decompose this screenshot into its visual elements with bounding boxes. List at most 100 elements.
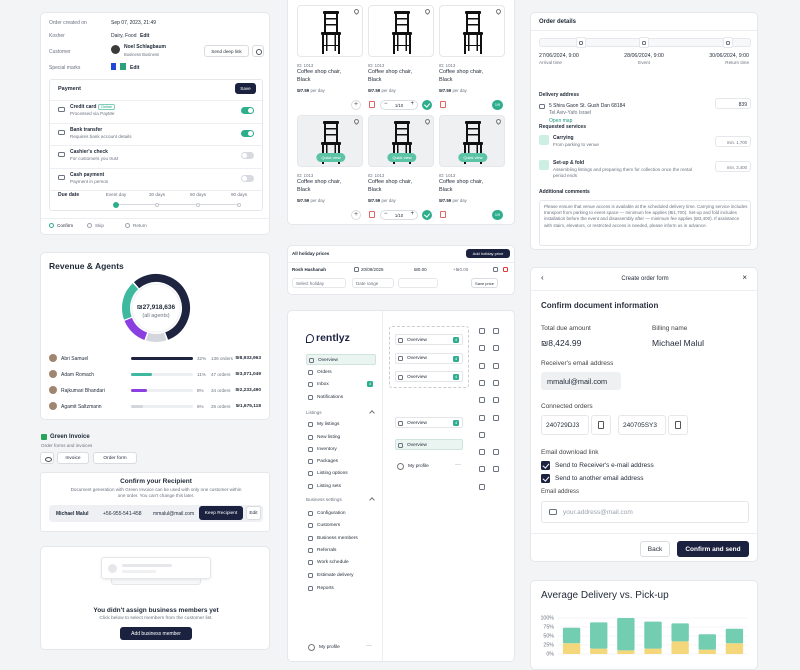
checkbox[interactable] — [541, 461, 550, 470]
dark[interactable]: Add holiday price — [466, 249, 510, 258]
a[interactable]: Quick view — [316, 153, 346, 162]
knob — [248, 108, 253, 113]
nav-item[interactable]: Overview 4 — [395, 371, 463, 382]
chevron[interactable] — [369, 497, 375, 503]
toggle[interactable] — [241, 107, 254, 114]
nav-item[interactable]: Inbox 4 — [306, 379, 376, 390]
box[interactable]: Select holiday — [292, 278, 346, 288]
nav-item[interactable]: Overview 4 — [395, 334, 463, 345]
nav-item[interactable]: Referrals — [306, 545, 376, 556]
product-image: Quick view — [368, 115, 434, 167]
check — [423, 101, 431, 108]
ic — [479, 345, 485, 352]
nav-item[interactable]: Overview 4 — [395, 417, 463, 428]
ic[interactable] — [493, 267, 498, 272]
remove-button[interactable] — [440, 101, 446, 108]
toggle[interactable] — [241, 129, 254, 137]
nav-item[interactable]: Listing sets — [306, 481, 376, 492]
nav-item[interactable]: Business members — [306, 533, 376, 544]
a[interactable]: My profile — [319, 645, 340, 650]
nav-item[interactable]: New listing — [306, 432, 376, 443]
nav-item[interactable]: Overview — [306, 354, 376, 365]
a[interactable]: ‹ — [541, 273, 544, 282]
slider-dot[interactable] — [196, 202, 200, 207]
add-button[interactable]: + — [351, 210, 361, 220]
a: Abri Samuel — [61, 355, 89, 362]
remove-button[interactable] — [369, 101, 375, 108]
a[interactable]: Quick view — [387, 153, 417, 162]
a: (all agents) — [142, 313, 170, 319]
a[interactable]: Skip — [95, 223, 104, 228]
a: 90 days — [230, 192, 248, 197]
nav-item[interactable]: Orders — [306, 367, 376, 378]
nav-item[interactable]: Overview — [395, 439, 463, 450]
box[interactable] — [398, 278, 438, 288]
remove-button[interactable] — [369, 211, 375, 218]
nav-item[interactable]: Overview 4 — [395, 352, 463, 364]
a: Customer — [49, 49, 71, 55]
a[interactable]: Edit — [130, 65, 140, 71]
btnb[interactable]: Back — [640, 541, 670, 557]
a: Adam Romach — [61, 371, 95, 378]
a[interactable]: − — [384, 101, 388, 107]
dark[interactable]: Add business member — [120, 627, 192, 640]
ic — [308, 572, 313, 578]
a[interactable]: Quick view — [458, 153, 488, 162]
toggle[interactable] — [241, 174, 254, 182]
ic[interactable] — [503, 267, 508, 272]
a[interactable]: + — [410, 101, 414, 107]
btnb[interactable] — [40, 452, 54, 464]
a[interactable]: × — [742, 273, 747, 282]
a: 240705SY3 — [623, 422, 657, 429]
btnb[interactable]: Order form — [93, 452, 137, 464]
nav-item[interactable]: Packages — [306, 456, 376, 467]
nav-item[interactable]: Listing options — [306, 468, 376, 479]
nav-item[interactable]: Estimate delivery — [306, 570, 376, 581]
nav-item[interactable]: Reports — [306, 583, 376, 594]
a[interactable]: + — [410, 211, 414, 217]
btnb[interactable]: Edit — [246, 506, 261, 520]
slider-dot[interactable] — [155, 202, 159, 207]
btnb[interactable] — [252, 45, 264, 57]
a[interactable]: Open map — [549, 118, 573, 124]
add-button[interactable]: + — [351, 100, 361, 110]
dark[interactable]: Keep Recipient — [199, 506, 243, 520]
slider-dot[interactable] — [113, 201, 119, 208]
dark[interactable]: Save — [235, 83, 256, 94]
box[interactable] — [591, 415, 611, 435]
a[interactable]: Confirm — [57, 223, 74, 228]
box[interactable] — [668, 415, 688, 435]
ic — [398, 442, 403, 448]
rect — [392, 32, 412, 35]
nav-item[interactable]: Notifications — [306, 392, 376, 403]
nav-item[interactable]: Configuration — [306, 508, 376, 519]
chevron[interactable] — [369, 410, 375, 416]
a[interactable]: My profile — [408, 464, 429, 469]
checkbox[interactable] — [541, 474, 550, 483]
rect — [397, 128, 407, 130]
a: You didn't assign business members yet — [93, 607, 219, 614]
box[interactable]: Date range — [352, 278, 394, 288]
nav-item[interactable]: My listings — [306, 419, 376, 430]
remove-button[interactable] — [440, 211, 446, 218]
btnb[interactable]: Invoice — [57, 452, 89, 464]
a[interactable]: − — [384, 211, 388, 217]
slider-dot[interactable] — [237, 202, 241, 207]
nav-item[interactable]: Customers — [306, 520, 376, 531]
btnb[interactable]: Save price — [471, 278, 498, 288]
a: per day — [452, 198, 467, 203]
a[interactable]: Edit — [140, 33, 150, 39]
line — [50, 167, 262, 169]
a: 4 — [453, 337, 459, 343]
toggle[interactable] — [241, 152, 254, 159]
nav-item[interactable]: Work schedule — [306, 557, 376, 568]
nav-item[interactable]: Inventory — [306, 444, 376, 455]
btnb[interactable]: Send deep link — [204, 45, 249, 57]
a[interactable]: Return — [133, 223, 147, 228]
dark[interactable]: Confirm and send — [677, 541, 749, 557]
a: 6% — [197, 403, 204, 409]
a: your.address@mail.com — [563, 509, 633, 516]
a: Inventory — [317, 446, 337, 452]
confirm-button[interactable] — [422, 100, 432, 110]
confirm-button[interactable] — [422, 210, 432, 220]
